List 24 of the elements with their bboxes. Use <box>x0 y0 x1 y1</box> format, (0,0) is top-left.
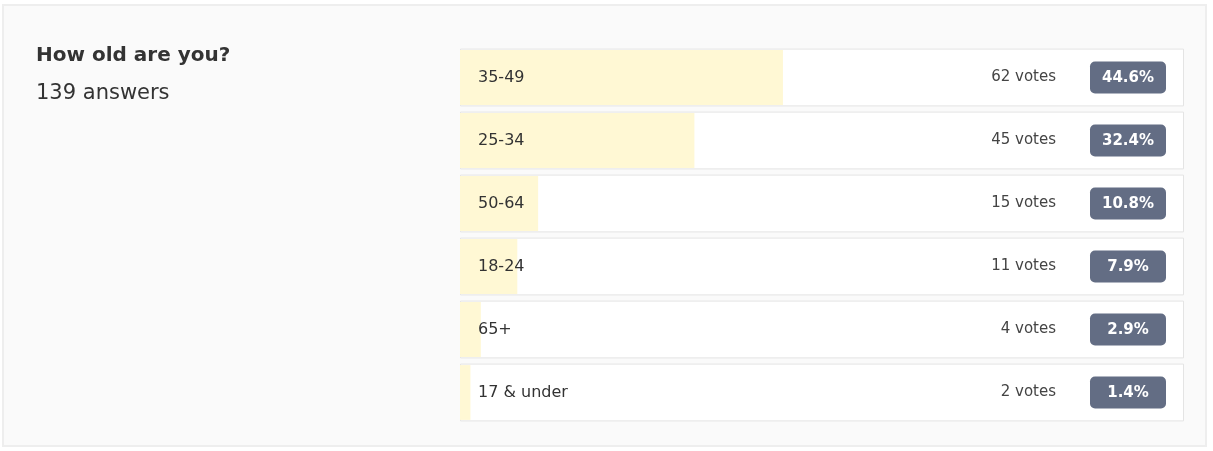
annotation: 32.4% <box>1101 131 1155 150</box>
y-tick-label: 35-49 <box>478 66 525 86</box>
y-tick-label: 18-24 <box>478 255 525 275</box>
y-tick-label: 50-64 <box>478 192 525 212</box>
text: 139 answers <box>36 80 170 104</box>
annotation: 2.9% <box>1107 320 1149 339</box>
data-label: 11 votes <box>991 256 1057 275</box>
annotation: 44.6% <box>1101 68 1155 87</box>
bar <box>460 113 695 168</box>
y-tick-label: 17 & under <box>478 381 569 401</box>
bar <box>460 365 471 420</box>
data-label: 15 votes <box>991 193 1057 212</box>
annotation: 10.8% <box>1101 194 1155 213</box>
text: How old are you? <box>36 42 231 66</box>
data-label: 62 votes <box>991 67 1057 86</box>
data-label: 2 votes <box>1000 382 1057 401</box>
annotation: 1.4% <box>1107 383 1149 402</box>
bar <box>460 176 539 231</box>
y-tick-label: 25-34 <box>478 129 525 149</box>
bar <box>460 302 481 357</box>
data-label: 45 votes <box>991 130 1057 149</box>
y-tick-label: 65+ <box>478 318 512 338</box>
annotation: 7.9% <box>1107 257 1149 276</box>
data-label: 4 votes <box>1000 319 1057 338</box>
